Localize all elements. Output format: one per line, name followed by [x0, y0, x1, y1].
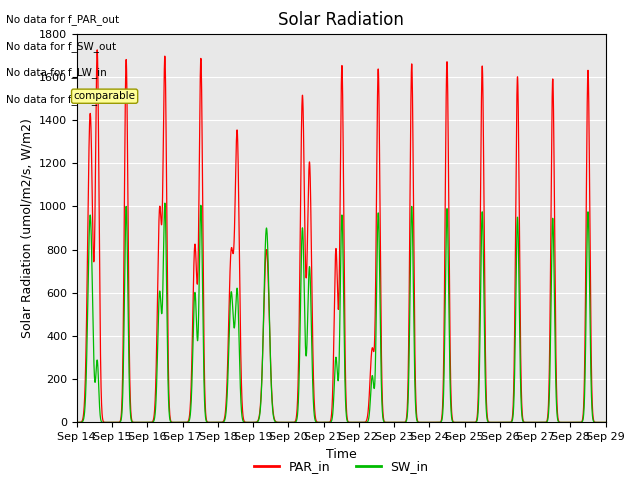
Text: No data for f_LW_out: No data for f_LW_out — [6, 94, 115, 105]
Text: No data for f_LW_in: No data for f_LW_in — [6, 67, 107, 78]
Legend: PAR_in, SW_in: PAR_in, SW_in — [249, 456, 433, 479]
Text: comparable: comparable — [74, 91, 136, 101]
X-axis label: Time: Time — [326, 448, 356, 461]
Y-axis label: Solar Radiation (umol/m2/s, W/m2): Solar Radiation (umol/m2/s, W/m2) — [20, 118, 33, 338]
Text: No data for f_PAR_out: No data for f_PAR_out — [6, 14, 120, 25]
Title: Solar Radiation: Solar Radiation — [278, 11, 404, 29]
Text: No data for f_SW_out: No data for f_SW_out — [6, 41, 116, 52]
